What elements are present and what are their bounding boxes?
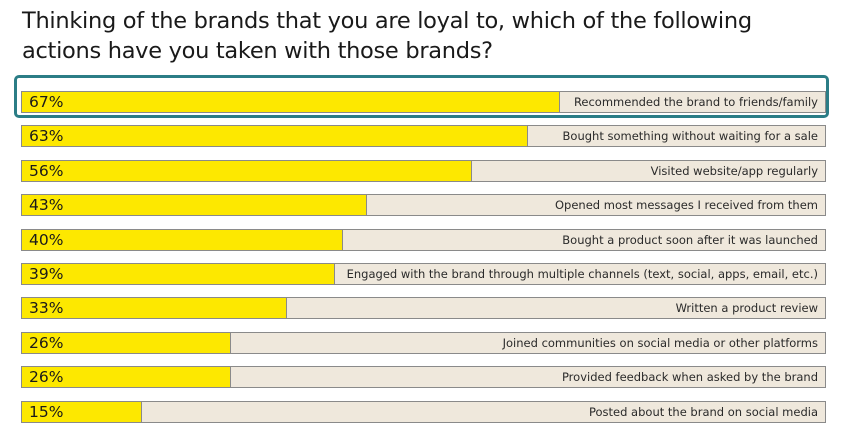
bar: [22, 264, 336, 284]
bar-value-label: 15%: [29, 402, 64, 421]
bar-row: 33% Written a product review: [21, 297, 826, 320]
bar-value-label: 39%: [29, 265, 64, 283]
bar-value-label: 67%: [29, 93, 64, 111]
bar-category-label: Written a product review: [675, 301, 818, 316]
bar: [22, 195, 368, 216]
bar: [22, 92, 560, 112]
bar-category-label: Bought something without waiting for a s…: [562, 129, 818, 144]
bar-category-label: Joined communities on social media or ot…: [502, 335, 818, 350]
bar-category-label: Provided feedback when asked by the bran…: [561, 370, 818, 385]
bar-row: 39% Engaged with the brand through multip…: [21, 263, 826, 285]
bar-row: 63% Bought something without waiting for …: [21, 125, 826, 148]
bar-category-label: Engaged with the brand through multiple …: [346, 267, 818, 281]
chart-title: Thinking of the brands that you are loya…: [22, 8, 752, 64]
highlight-frame: [14, 75, 829, 118]
bar: [22, 126, 528, 147]
bar: [22, 367, 231, 388]
bar-category-label: Opened most messages I received from the…: [555, 198, 818, 213]
bar-row: 26% Provided feedback when asked by the b…: [21, 366, 826, 389]
bar-value-label: 26%: [29, 333, 64, 352]
bar: [22, 160, 472, 181]
bar-value-label: 56%: [29, 161, 64, 180]
bar-row: 26% Joined communities on social media or…: [21, 331, 826, 354]
bar-category-label: Bought a product soon after it was launc…: [562, 232, 818, 247]
bar-value-label: 33%: [29, 299, 64, 318]
bar-category-label: Recommended the brand to friends/family: [573, 95, 818, 109]
bar: [22, 332, 231, 353]
bar-row: 40% Bought a product soon after it was la…: [21, 228, 826, 251]
bar: [22, 298, 287, 319]
bar: [22, 401, 143, 422]
bar-row: 67% Recommended the brand to friends/fami…: [21, 91, 826, 113]
bar-row: 15% Posted about the brand on social medi…: [21, 400, 826, 423]
bar-value-label: 63%: [29, 127, 64, 146]
bar-row: 56% Visited website/app regularly: [21, 159, 826, 182]
bar-row: 43% Opened most messages I received from …: [21, 194, 826, 217]
bar-category-label: Visited website/app regularly: [650, 163, 818, 178]
bar-value-label: 40%: [29, 230, 64, 249]
bar-value-label: 43%: [29, 196, 64, 215]
bar-value-label: 26%: [29, 368, 64, 387]
bar: [22, 229, 344, 250]
bar-category-label: Posted about the brand on social media: [588, 404, 818, 419]
